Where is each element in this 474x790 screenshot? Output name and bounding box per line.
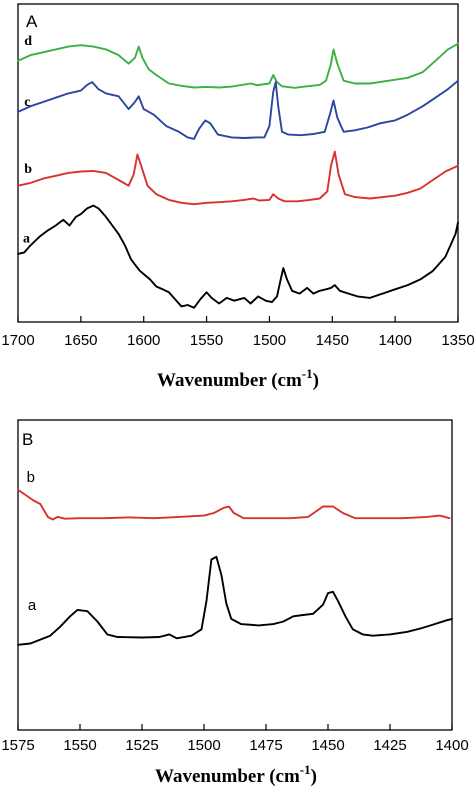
panel-a-series-a-line: [17, 204, 459, 309]
panel-b-x-axis-title-main: Wavenumber (cm: [155, 766, 300, 787]
panel-a-series-group: d c b a: [17, 34, 459, 309]
panel-b-series-b-line: [17, 488, 451, 521]
panel-a-x-tick-label: 1450: [316, 332, 349, 349]
panel-a-x-axis-title-end: ): [313, 370, 319, 391]
panel-b-x-tick-label: 1500: [187, 737, 220, 754]
panel-b-plot-frame: [17, 419, 453, 731]
panel-a-series-b-label: b: [24, 162, 32, 177]
panel-b-series-a-label: a: [28, 597, 37, 614]
panel-b-x-tick-label: 1550: [63, 737, 96, 754]
panel-b-series-group: ba: [17, 469, 453, 646]
panel-b-x-axis: 1575 1550 1525 1500 1475 1450 1425 1400: [1, 724, 469, 754]
panel-a-series-d-label: d: [24, 34, 32, 49]
panel-a-series-d-line: [17, 42, 459, 89]
panel-b-series-b-label: b: [27, 469, 35, 486]
panel-b-series-a-line: [17, 555, 453, 646]
panel-a: A 1700 1650 1600 1550 1500 1450 1400 1350 dcba …: [1, 3, 474, 391]
panel-a-x-tick-label: 1700: [1, 332, 34, 349]
panel-a-x-axis-title-main: Wavenumber (cm: [157, 370, 302, 391]
panel-a-x-axis-title: Wavenumber (cm-1): [157, 366, 319, 391]
panel-b-x-tick-label: 1450: [311, 737, 344, 754]
panel-a-series-b-line: [17, 150, 459, 206]
panel-a-x-tick-label: 1600: [127, 332, 160, 349]
panel-a-x-tick-label: 1400: [378, 332, 411, 349]
panel-a-x-tick-label: 1650: [64, 332, 97, 349]
panel-b-x-axis-title-sup: -1: [300, 762, 311, 777]
panel-a-series-a-label: a: [23, 232, 30, 247]
panel-b-x-axis-title: Wavenumber (cm-1): [155, 762, 317, 787]
panel-b-x-tick-label: 1575: [1, 737, 34, 754]
panel-b-x-tick-label: 1525: [125, 737, 158, 754]
panel-a-x-tick-label: 1350: [441, 332, 474, 349]
panel-a-x-axis-title-sup: -1: [302, 366, 313, 381]
panel-b-x-tick-label: 1400: [435, 737, 468, 754]
panel-b-x-axis-title-end: ): [311, 766, 317, 787]
panel-a-series-c-label: c: [24, 95, 30, 110]
panel-b-x-tick-label: 1475: [249, 737, 282, 754]
panel-a-x-axis: 1700 1650 1600 1550 1500 1450 1400 1350: [1, 316, 474, 349]
panel-a-x-tick-label: 1500: [253, 332, 286, 349]
panel-b-label: B: [22, 430, 33, 449]
panel-a-series-c-line: [17, 79, 459, 140]
panel-b-x-tick-label: 1425: [373, 737, 406, 754]
panel-a-label: A: [26, 12, 38, 31]
panel-a-plot-frame: [17, 3, 459, 323]
panel-a-x-tick-label: 1550: [190, 332, 223, 349]
panel-b: B 1575 1550 1525 1500 1475 1450 1425 1400 ba Wa…: [1, 419, 469, 787]
